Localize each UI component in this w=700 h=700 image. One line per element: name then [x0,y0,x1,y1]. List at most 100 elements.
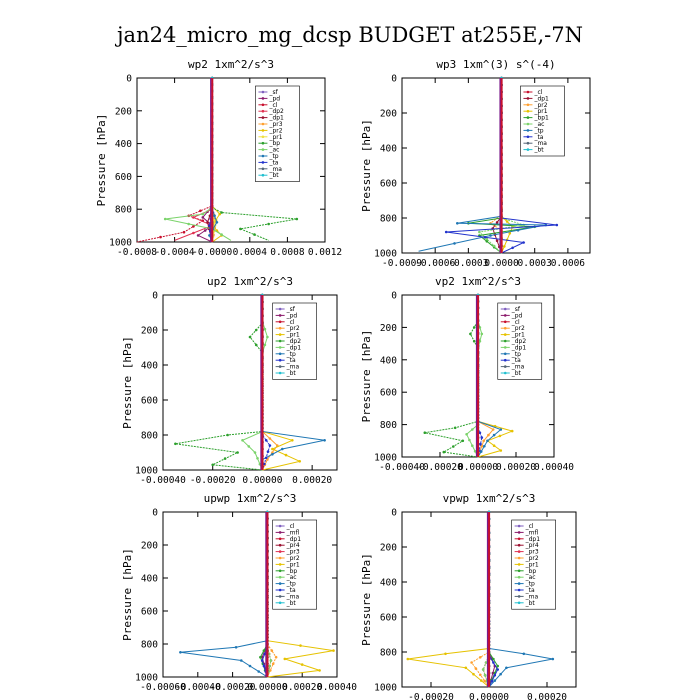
data-point [241,439,244,442]
legend-box [255,85,300,182]
data-point [253,451,257,454]
legend-entry: _pr1 [268,134,282,141]
legend-marker [517,588,521,592]
data-point [485,240,489,243]
data-point [260,659,264,662]
x-tick-label: 0.00040 [317,682,357,693]
legend-entry: _ma [533,140,547,147]
legend-entry: _bp [525,568,537,575]
panel-title: upwp 1xm^2/s^3 [204,492,297,505]
data-point [499,672,502,676]
legend: _sf_pd_cl_pr2_pr1_dp2_dp1_tp_ta_ma_bt [272,302,317,380]
legend-marker [278,595,282,598]
series-markers-dp1 [241,293,269,466]
y-tick-label: 0 [391,291,397,302]
data-point [480,679,483,682]
y-tick-label: 400 [115,139,132,150]
legend-marker [517,556,521,560]
legend-entry: _pd [511,312,523,319]
y-tick-label: 1000 [109,238,132,249]
legend-marker [526,90,530,94]
x-tick-label: 0.0006 [551,258,586,269]
legend-marker [261,141,265,145]
y-tick-label: 200 [115,106,132,117]
legend-marker [503,320,507,324]
legend-entry: _pr1 [525,561,539,568]
data-point [298,460,302,463]
legend-entry: _dp1 [286,344,302,351]
legend-entry: _pr1 [533,108,547,115]
legend-marker [278,601,282,605]
y-tick-label: 0 [152,291,158,302]
data-point [483,444,486,448]
y-tick-label: 1000 [135,466,158,477]
series-line-ac [165,78,232,241]
data-point [479,656,482,659]
data-point [468,438,471,442]
data-point [262,664,266,668]
legend-entry: _mfl [286,529,300,536]
data-point [220,233,223,236]
data-point [268,444,272,447]
y-tick-label: 200 [380,109,397,120]
legend-marker [278,531,282,534]
data-point [271,447,274,451]
series-line-dp2 [424,295,479,458]
legend-marker [503,307,507,311]
data-point [492,444,496,448]
legend-marker [517,550,521,553]
legend-entry: _bt [286,370,297,377]
legend-marker [526,141,530,145]
legend: _cl_dp1_pr2_pr1_bp1_ac_tp_ta_ma_bt [520,85,565,157]
plot-frame [401,77,591,254]
legend-marker [278,537,282,541]
data-point [464,666,468,670]
legend-marker [503,314,507,317]
legend-entry: _pr2 [511,325,525,332]
x-tick-label: -0.0003 [448,258,488,269]
data-point [254,328,258,332]
y-tick-label: 400 [380,144,397,155]
data-point [490,679,494,683]
data-point [453,426,457,430]
legend: _sf_pd_cl_pr2_pr1_dp2_dp1_tp_ta_ma_bt [497,302,543,380]
legend-entry: _cl [286,523,295,530]
data-point [469,332,472,336]
legend-marker [261,173,265,177]
legend-marker [526,116,530,119]
x-tick-label: -0.00020 [190,475,236,486]
legend-entry: _bt [525,600,536,607]
data-point [266,450,270,453]
y-tick-label: 0 [391,74,397,85]
legend-entry: _pr3 [268,121,282,128]
data-point [262,649,266,652]
data-point [472,339,476,343]
y-axis-label: Pressure [hPa] [121,548,134,641]
legend-entry: _dp2 [286,338,302,345]
legend-entry: _dp2 [511,338,527,345]
legend-entry: _pr4 [286,542,300,549]
legend-marker [517,543,521,547]
x-tick-label: 0.00000 [247,682,287,693]
x-tick-label: 0.00000 [469,692,509,700]
legend-entry: _dp1 [525,536,541,543]
legend-marker [526,135,530,139]
data-point [489,234,492,237]
data-point [263,343,267,347]
series-line-dp2 [175,295,263,471]
legend-marker [278,550,282,553]
data-point [271,453,274,456]
legend: _cl_mfl_dp1_pr4_pr3_pr2_pr1_bp_ac_tp_ta_… [511,519,556,610]
data-point [203,229,207,232]
legend-marker [278,582,282,585]
x-tick-label: 0.0003 [518,258,552,269]
data-point [196,234,200,237]
legend-entry: _pr2 [286,325,300,332]
x-tick-label: -0.00040 [379,462,425,473]
legend-marker [503,358,507,362]
data-point [510,429,514,433]
x-tick-label: 0.00000 [458,462,498,473]
legend-marker [261,116,265,119]
data-point [174,442,177,446]
data-point [211,463,214,467]
